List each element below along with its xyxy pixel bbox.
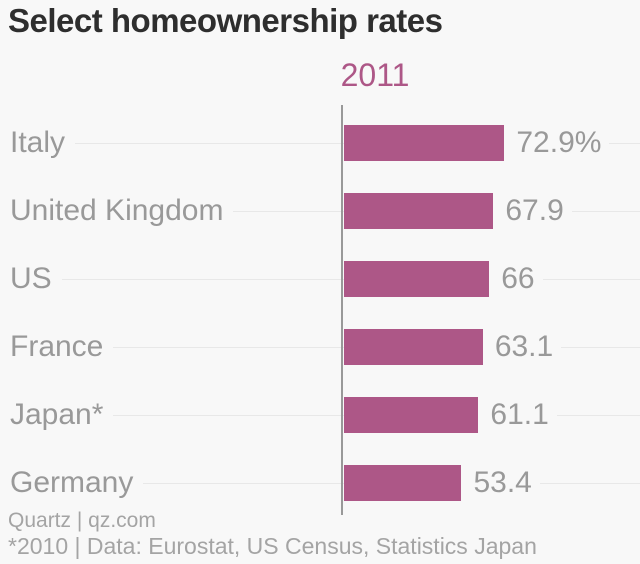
row-gridline	[10, 279, 640, 280]
bar-france	[344, 329, 483, 365]
value-label-germany: 53.4	[461, 466, 540, 500]
value-label-us: 66	[489, 262, 543, 296]
source-note: *2010 | Data: Eurostat, US Census, Stati…	[8, 533, 537, 559]
series-year-label: 2011	[340, 57, 410, 93]
chart-row-japan: Japan* 61.1	[0, 381, 640, 449]
row-gridline	[10, 347, 640, 348]
category-label-italy: Italy	[10, 126, 76, 160]
row-gridline	[10, 483, 640, 484]
row-gridline	[10, 143, 640, 144]
chart-row-united-kingdom: United Kingdom 67.9	[0, 177, 640, 245]
category-label-united-kingdom: United Kingdom	[10, 194, 234, 228]
bar-rows: Italy 72.9% United Kingdom 67.9 US 66 Fr…	[0, 109, 640, 517]
value-label-france: 63.1	[482, 330, 562, 364]
category-label-germany: Germany	[10, 466, 144, 500]
value-label-united-kingdom: 67.9	[493, 194, 572, 228]
bar-germany	[344, 465, 462, 501]
chart-title: Select homeownership rates	[8, 2, 443, 39]
category-label-france: France	[10, 330, 114, 364]
category-label-us: US	[10, 262, 62, 296]
row-gridline	[10, 415, 640, 416]
bar-united-kingdom	[344, 193, 494, 229]
row-gridline	[10, 211, 640, 212]
bar-japan	[344, 397, 479, 433]
chart-row-france: France 63.1	[0, 313, 640, 381]
bar-italy	[344, 125, 505, 161]
brand-credit: Quartz | qz.com	[8, 509, 156, 532]
baseline-axis	[341, 105, 343, 515]
chart-row-germany: Germany 53.4	[0, 449, 640, 517]
value-label-italy: 72.9%	[504, 126, 610, 160]
chart-row-italy: Italy 72.9%	[0, 109, 640, 177]
category-label-japan: Japan*	[10, 398, 114, 432]
value-label-japan: 61.1	[478, 398, 557, 432]
chart-row-us: US 66	[0, 245, 640, 313]
bar-us	[344, 261, 490, 297]
